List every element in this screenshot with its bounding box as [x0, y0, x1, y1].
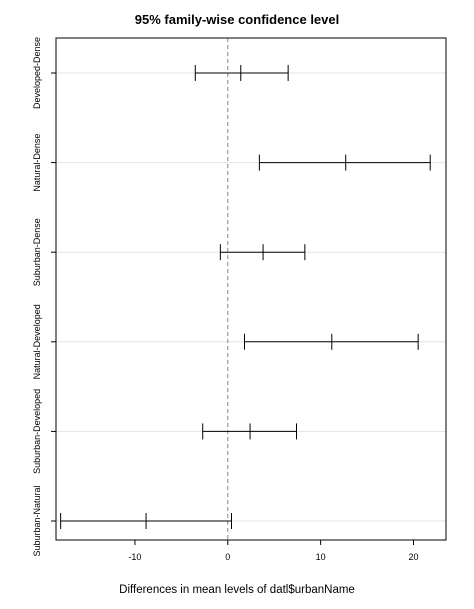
comparison-label: Suburban-Natural [32, 485, 42, 556]
x-tick-label: 0 [225, 552, 230, 562]
comparison-label: Suburban-Dense [32, 218, 42, 286]
comparison-label: Natural-Dense [32, 134, 42, 192]
plot-area: -10 0 10 20 Developed-Dense Natural-Dense Subu… [32, 37, 447, 562]
x-axis-title: Differences in mean levels of datl$urban… [119, 584, 355, 596]
plot-frame [55, 37, 447, 541]
x-tick-label: 20 [408, 552, 418, 562]
chart-title: 95% family-wise confidence level [135, 12, 339, 27]
comparison-label: Developed-Dense [32, 37, 42, 109]
x-tick-label: 10 [316, 552, 326, 562]
comparison-label: Suburban-Developed [32, 389, 42, 474]
x-tick-label: -10 [128, 552, 141, 562]
comparison-label: Natural-Developed [32, 304, 42, 379]
